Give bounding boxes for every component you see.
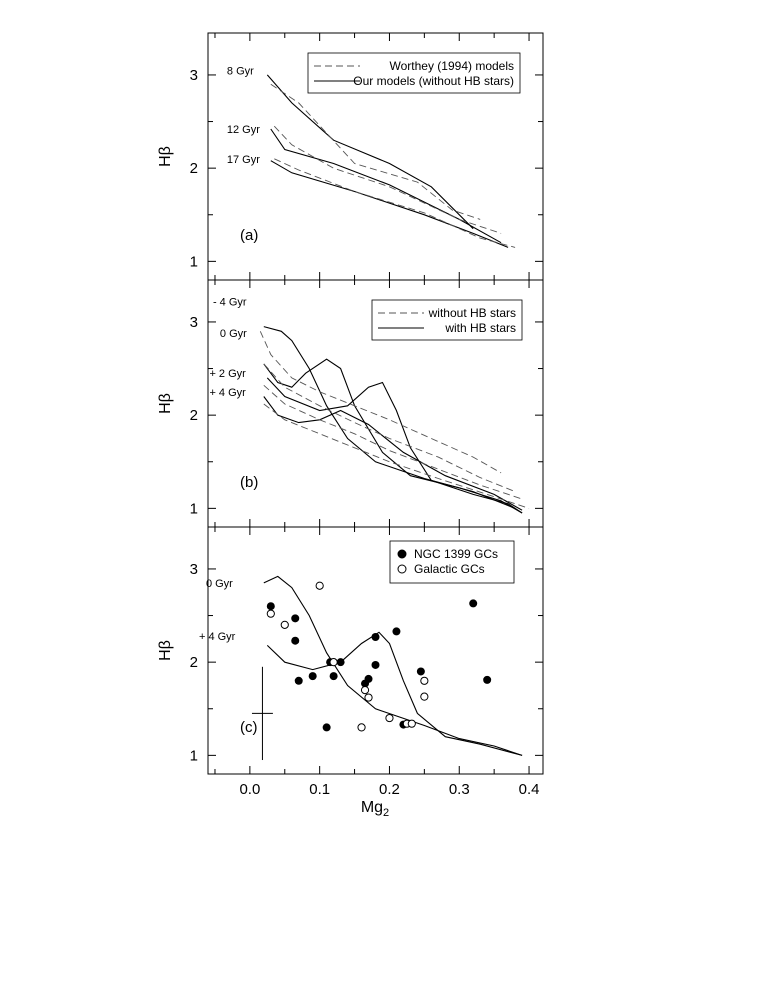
panel-b: 1 2 3 Hβ (b) - 4 Gyr 0 Gyr + 2 Gyr + 4 Gyr withou… (157, 279, 544, 528)
ngc1399-gc-point (322, 723, 331, 732)
y-tick-label: 1 (190, 253, 198, 270)
ngc1399-gc-point (392, 627, 401, 636)
y-axis-title: Hβ (157, 393, 174, 414)
solid-model-line (270, 128, 502, 244)
solid-model-line (270, 160, 509, 248)
galactic-gc-point (420, 692, 429, 701)
dashed-model-line (274, 158, 516, 248)
legend-label: Galactic GCs (414, 562, 485, 576)
x-axis-title: Mg2 (361, 799, 389, 819)
ngc1399-gc-point (336, 658, 345, 667)
ngc1399-gc-point (416, 667, 425, 676)
y-axis-title: Hβ (157, 146, 174, 167)
galactic-gc-point (385, 713, 394, 723)
dashed-model-line (259, 331, 502, 474)
x-tick-label: 0.3 (449, 781, 470, 798)
ngc1399-gc-point (483, 675, 492, 684)
ngc1399-gc-point (294, 676, 303, 685)
solid-model-line (266, 74, 474, 230)
galactic-gc-point (364, 693, 373, 702)
galactic-gc-point (360, 686, 370, 695)
y-tick-label: 2 (190, 160, 198, 177)
ngc1399-gc-point (291, 636, 300, 645)
ngc1399-gc-point (266, 602, 275, 611)
panel-frame (207, 526, 544, 775)
galactic-gc-point (266, 609, 275, 618)
solid-model-line (266, 377, 523, 514)
y-tick-label: 1 (190, 500, 198, 517)
y-tick-label: 2 (190, 654, 198, 671)
galactic-gc-point (357, 723, 366, 732)
legend-box (371, 299, 523, 341)
x-tick-label: 0.0 (239, 781, 260, 798)
legend-label: Worthey (1994) models (390, 59, 515, 73)
solid-model-line (263, 396, 523, 511)
ngc1399-gc-point (469, 599, 478, 608)
age-label: + 4 Gyr (199, 631, 236, 643)
dashed-model-line (270, 83, 481, 220)
panel-label: (b) (240, 474, 258, 491)
dashed-model-line (263, 384, 523, 500)
age-label: + 4 Gyr (209, 387, 246, 399)
legend-label: without HB stars (428, 306, 516, 320)
filled-circle-marker (397, 549, 407, 559)
galactic-gc-point (420, 676, 429, 685)
y-tick-label: 3 (190, 67, 198, 84)
legend-label: Our models (without HB stars) (353, 74, 514, 88)
age-label: 12 Gyr (227, 124, 260, 136)
age-label: 17 Gyr (227, 154, 260, 166)
x-tick-label: 0.4 (519, 781, 540, 798)
ngc1399-gc-point (364, 674, 373, 683)
open-circle-marker (397, 564, 407, 574)
legend-box (389, 540, 515, 584)
dashed-model-line (273, 125, 502, 234)
galactic-gc-point (280, 620, 289, 629)
age-label: + 2 Gyr (209, 368, 246, 380)
age-label: 8 Gyr (227, 65, 254, 77)
age-label: 0 Gyr (220, 328, 247, 340)
y-tick-label: 3 (190, 561, 198, 578)
ngc1399-gc-point (308, 672, 317, 681)
y-tick-label: 2 (190, 407, 198, 424)
ngc1399-gc-point (329, 672, 338, 681)
y-tick-label: 1 (190, 747, 198, 764)
y-tick-label: 3 (190, 314, 198, 331)
solid-model-line (263, 326, 516, 509)
y-axis-title: Hβ (157, 640, 174, 661)
galactic-gc-point (329, 658, 338, 667)
dashed-model-line (263, 363, 516, 493)
dashed-model-line (263, 403, 530, 509)
panel-label: (a) (240, 227, 258, 244)
galactic-gc-point (407, 719, 416, 728)
solid-model-line (263, 358, 523, 514)
solid-model-line (266, 631, 523, 756)
x-tick-label: 0.1 (309, 781, 330, 798)
galactic-gc-point (315, 581, 324, 590)
age-label: - 4 Gyr (213, 296, 247, 308)
age-label: 0 Gyr (206, 578, 233, 590)
legend-label: NGC 1399 GCs (414, 547, 498, 561)
ngc1399-gc-point (371, 632, 380, 641)
legend-label: with HB stars (444, 321, 516, 335)
x-tick-label: 0.2 (379, 781, 400, 798)
legend-box (307, 52, 521, 94)
panel-label: (c) (240, 719, 258, 736)
panel-a: 1 2 3 Hβ (a) 8 Gyr 12 Gyr 17 Gyr Worthey (1994) … (157, 32, 544, 281)
panel-c: 1 2 3 Hβ (c) 0 Gyr + 4 Gyr 0.0 0.1 0.2 0.3 0.4 NGC 1… (157, 526, 544, 798)
ngc1399-gc-point (371, 660, 380, 669)
solid-model-line (263, 575, 523, 756)
ngc1399-gc-point (291, 614, 300, 623)
